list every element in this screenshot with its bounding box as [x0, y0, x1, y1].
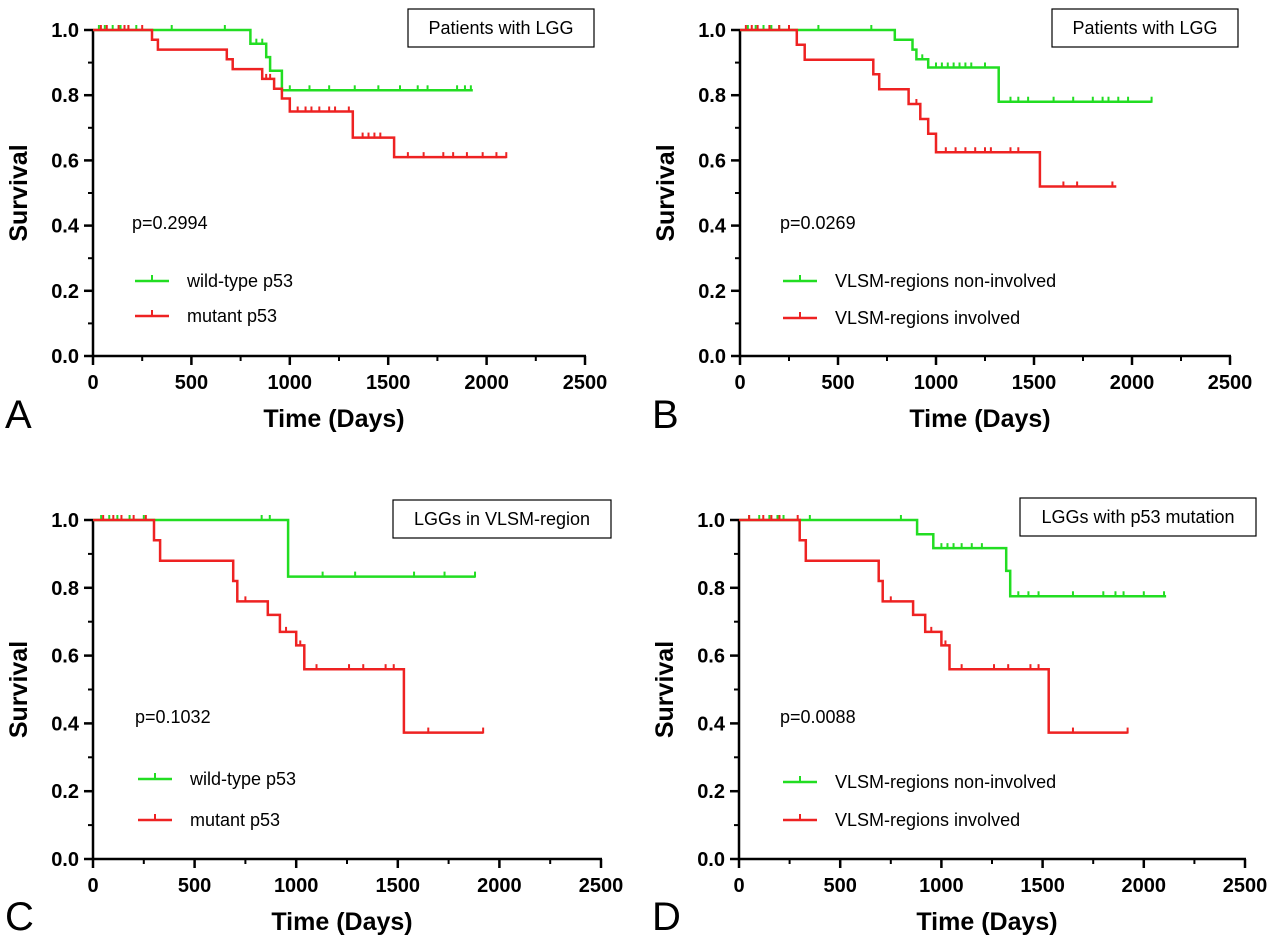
legend-label: VLSM-regions non-involved	[835, 271, 1056, 291]
title-box	[1019, 497, 1257, 537]
y-tick-label: 0.0	[698, 346, 726, 368]
legend-label: mutant p53	[187, 306, 277, 326]
y-axis-title: Survival	[651, 641, 679, 738]
x-tick-label: 1000	[268, 372, 313, 394]
panel-a: 0 500 1000 1500 2000 2500 0.0 0.2 0.4 0.6 0.8 1.0 Ti…	[5, 8, 608, 437]
x-tick-label: 1500	[1020, 875, 1065, 897]
survival-curve-red	[739, 518, 1128, 734]
legend-label: VLSM-regions involved	[835, 810, 1020, 830]
x-tick-label: 1500	[366, 372, 411, 394]
y-tick-label: 0.4	[51, 713, 80, 735]
x-tick-label: 0	[733, 875, 744, 897]
y-tick-label: 1.0	[51, 510, 79, 532]
x-axis-title: Time (Days)	[263, 405, 404, 433]
panel-c: 0 500 1000 1500 2000 2500 0.0 0.2 0.4 0.6 0.8 1.0 Ti…	[5, 499, 624, 939]
y-tick-label: 0.2	[697, 781, 725, 803]
panel-letter: A	[5, 393, 32, 437]
x-axis-title: Time (Days)	[916, 908, 1057, 936]
panel-letter: D	[652, 895, 681, 939]
y-tick-label: 0.0	[51, 849, 79, 871]
panel-title: LGGs in VLSM-region	[414, 509, 590, 529]
x-tick-label: 2500	[1223, 875, 1268, 897]
x-tick-label: 2000	[1122, 875, 1167, 897]
survival-curve-red	[93, 28, 507, 159]
y-tick-label: 1.0	[698, 20, 726, 42]
x-tick-label: 500	[178, 875, 211, 897]
y-axis-title: Survival	[5, 144, 33, 241]
y-tick-label: 0.2	[698, 281, 726, 303]
x-tick-label: 2500	[563, 372, 608, 394]
survival-curve-red	[740, 28, 1117, 188]
x-tick-label: 2000	[464, 372, 509, 394]
panel-title: Patients with LGG	[428, 18, 573, 38]
x-axis-title: Time (Days)	[909, 405, 1050, 433]
y-tick-label: 0.6	[698, 150, 726, 172]
y-tick-label: 0.4	[51, 216, 80, 238]
y-tick-label: 0.6	[697, 646, 725, 668]
title-box	[1051, 8, 1239, 48]
y-tick-label: 0.4	[697, 713, 726, 735]
y-tick-label: 0.4	[698, 216, 727, 238]
x-tick-label: 2000	[1110, 372, 1155, 394]
y-tick-label: 0.2	[51, 781, 79, 803]
panel-b: 0 500 1000 1500 2000 2500 0.0 0.2 0.4 0.6 0.8 1.0 Ti…	[652, 8, 1253, 437]
panel-letter: C	[5, 895, 34, 939]
legend-label: wild-type p53	[186, 271, 293, 291]
x-tick-label: 1500	[1012, 372, 1057, 394]
y-tick-label: 1.0	[697, 510, 725, 532]
survival-curve-green	[739, 518, 1167, 598]
x-tick-label: 500	[824, 875, 857, 897]
y-tick-label: 0.0	[51, 346, 79, 368]
y-tick-label: 0.6	[51, 150, 79, 172]
survival-curve-green	[93, 28, 473, 92]
x-axis-title: Time (Days)	[271, 908, 412, 936]
y-tick-label: 0.2	[51, 281, 79, 303]
p-value: p=0.0088	[780, 707, 856, 727]
y-tick-label: 0.0	[697, 849, 725, 871]
panel-d: 0 500 1000 1500 2000 2500 0.0 0.2 0.4 0.6 0.8 1.0 Ti…	[651, 497, 1268, 939]
p-value: p=0.2994	[132, 213, 208, 233]
y-tick-label: 0.8	[698, 85, 726, 107]
x-tick-label: 500	[175, 372, 208, 394]
x-tick-label: 0	[87, 372, 98, 394]
x-tick-label: 1500	[376, 875, 421, 897]
legend-label: mutant p53	[190, 810, 280, 830]
x-tick-label: 500	[821, 372, 854, 394]
x-tick-label: 1000	[919, 875, 964, 897]
x-tick-label: 1000	[274, 875, 319, 897]
survival-curve-red	[93, 518, 484, 734]
y-tick-label: 0.8	[51, 85, 79, 107]
p-value: p=0.0269	[780, 213, 856, 233]
panel-title: Patients with LGG	[1072, 18, 1217, 38]
legend-label: wild-type p53	[189, 769, 296, 789]
y-axis-title: Survival	[652, 144, 680, 241]
legend-label: VLSM-regions involved	[835, 308, 1020, 328]
panel-title: LGGs with p53 mutation	[1041, 507, 1234, 527]
x-tick-label: 2500	[1208, 372, 1253, 394]
x-tick-label: 0	[734, 372, 745, 394]
y-tick-label: 1.0	[51, 20, 79, 42]
y-tick-label: 0.8	[51, 578, 79, 600]
title-box	[407, 8, 595, 48]
survival-curve-green	[740, 28, 1152, 103]
y-axis-title: Survival	[5, 641, 33, 738]
x-tick-label: 0	[87, 875, 98, 897]
title-box	[392, 499, 612, 539]
y-tick-label: 0.6	[51, 646, 79, 668]
p-value: p=0.1032	[135, 707, 211, 727]
x-tick-label: 2500	[579, 875, 624, 897]
x-tick-label: 1000	[914, 372, 959, 394]
y-tick-label: 0.8	[697, 578, 725, 600]
x-tick-label: 2000	[477, 875, 522, 897]
legend-label: VLSM-regions non-involved	[835, 772, 1056, 792]
panel-letter: B	[652, 393, 679, 437]
survival-curve-green	[93, 518, 475, 578]
